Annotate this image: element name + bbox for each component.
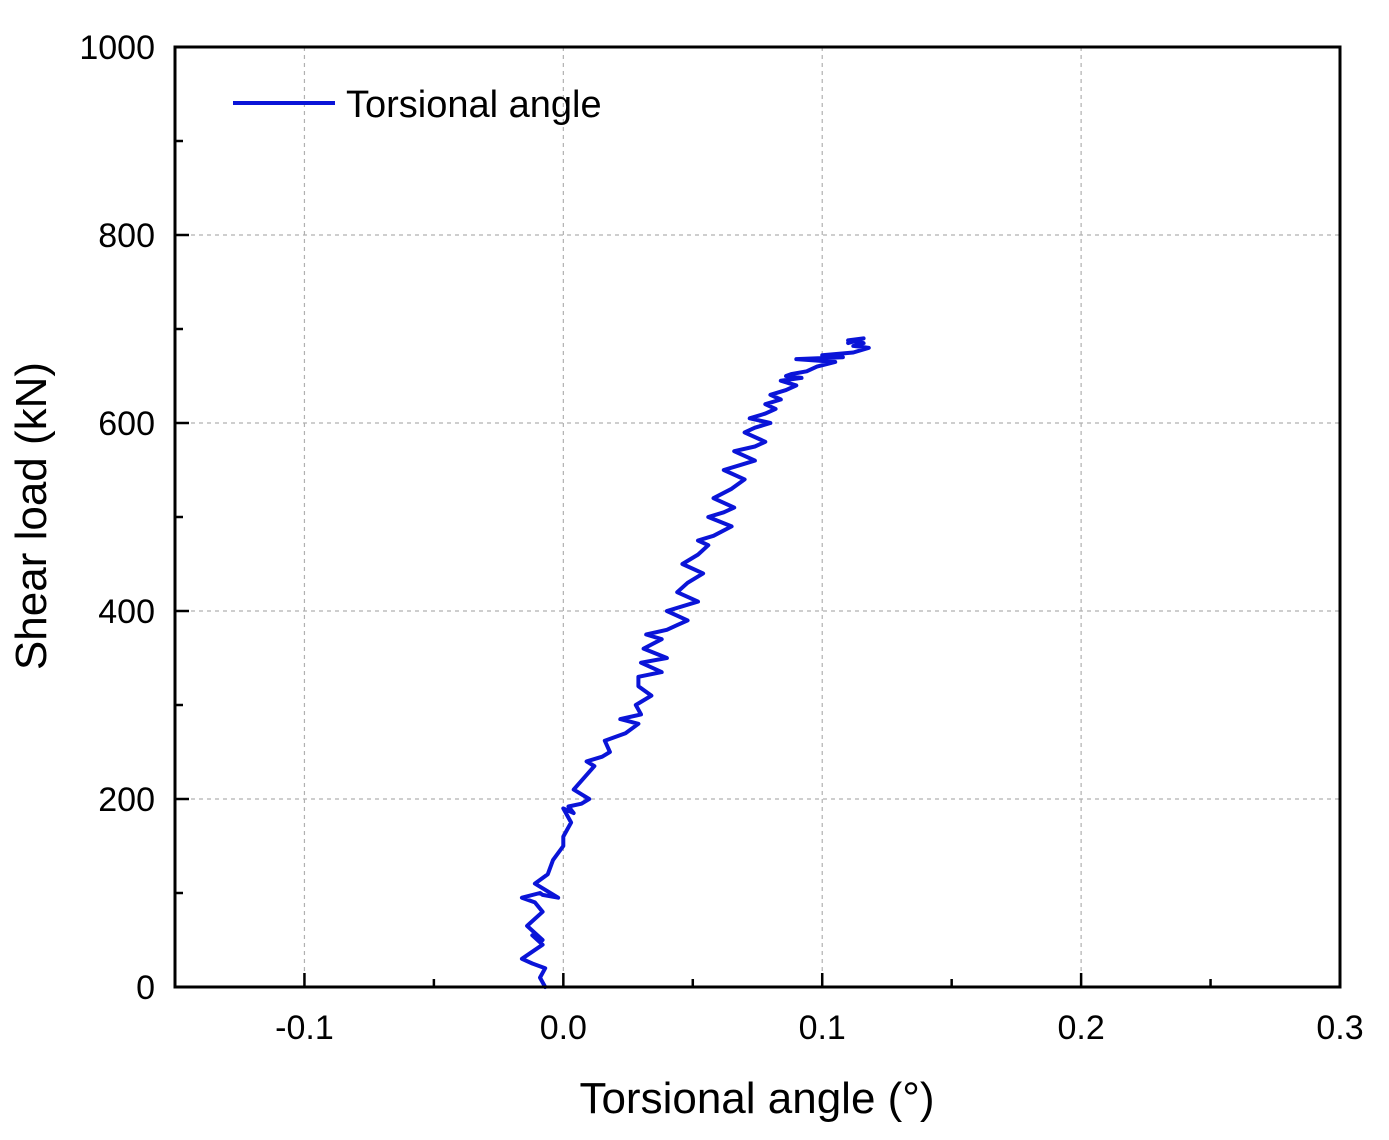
minor-ticks: [175, 139, 1212, 987]
y-axis-title: Shear load (kN): [7, 362, 56, 670]
x-tick-label: 0.1: [799, 1009, 846, 1047]
plot-frame: [173, 45, 1342, 989]
y-tick-label: 800: [98, 217, 155, 255]
x-tick-label: 0.3: [1316, 1009, 1363, 1047]
y-tick-label: 0: [136, 969, 155, 1007]
legend: Torsional angle: [233, 84, 602, 126]
legend-label-torsional-angle: Torsional angle: [346, 84, 602, 126]
series-line-torsional-angle: [519, 336, 871, 989]
y-tick-label: 200: [98, 781, 155, 819]
x-tick-label: 0.0: [540, 1009, 587, 1047]
grid-lines: [175, 47, 1340, 987]
major-ticks: [175, 45, 1342, 989]
series-layer: [519, 336, 871, 989]
x-tick-label: -0.1: [275, 1009, 334, 1047]
x-tick-label: 0.2: [1057, 1009, 1104, 1047]
x-tick-labels: -0.1 0.0 0.1 0.2 0.3: [275, 1009, 1363, 1047]
y-tick-labels: 0 200 400 600 800 1000: [79, 29, 155, 1007]
y-tick-label: 400: [98, 593, 155, 631]
y-tick-label: 600: [98, 405, 155, 443]
y-tick-label: 1000: [79, 29, 155, 67]
x-axis-title: Torsional angle (°): [579, 1074, 934, 1123]
